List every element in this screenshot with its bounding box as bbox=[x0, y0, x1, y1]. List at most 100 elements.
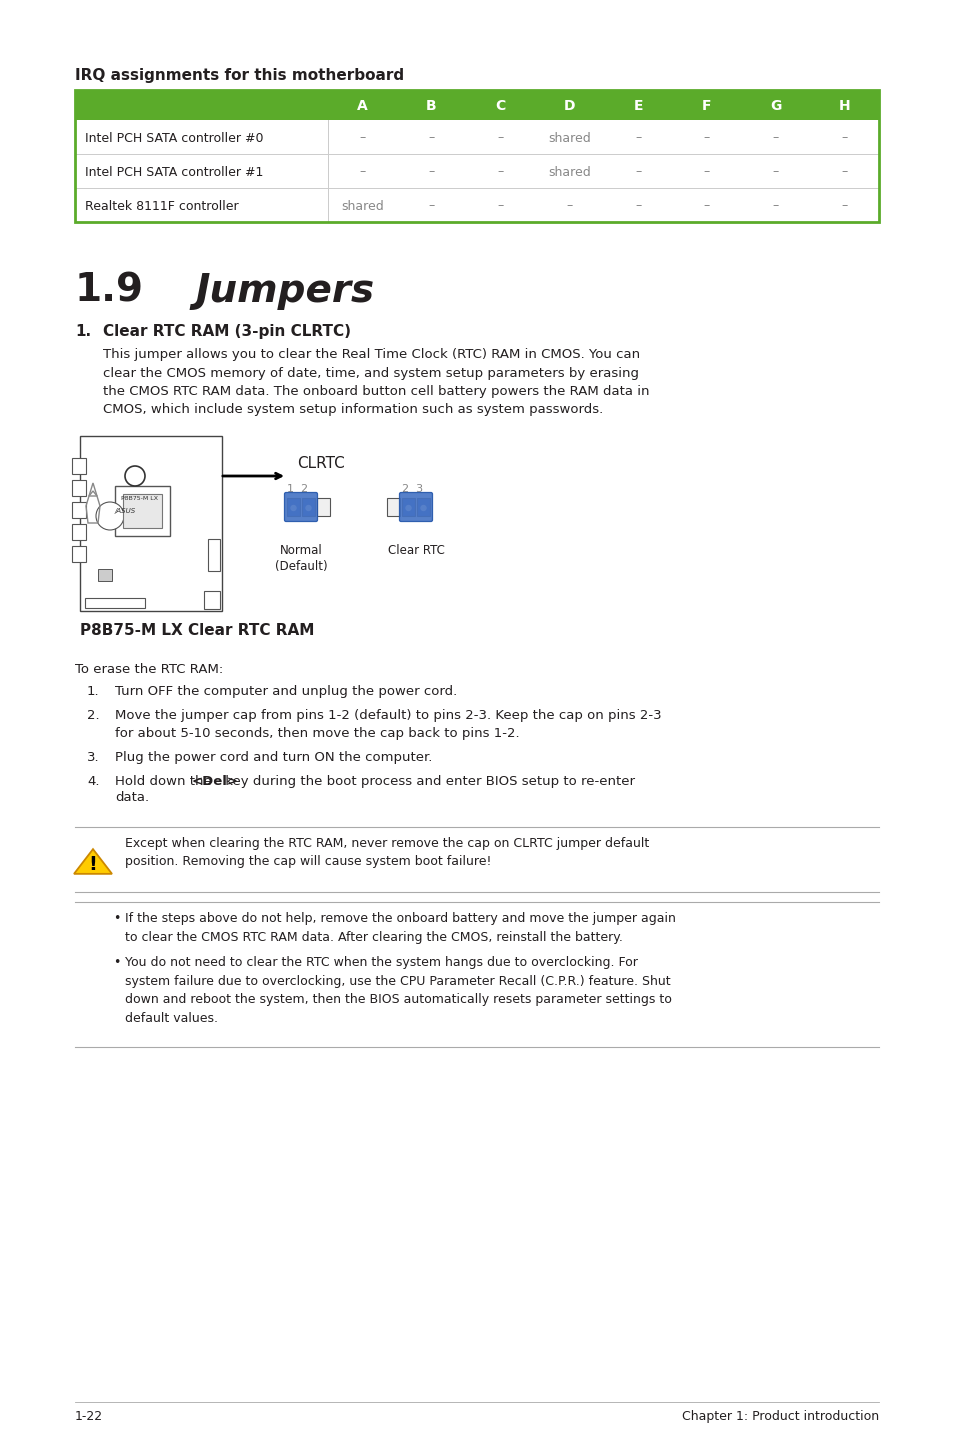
Text: –: – bbox=[497, 131, 503, 144]
Bar bbox=[98, 569, 112, 581]
Text: 2.: 2. bbox=[87, 709, 99, 722]
Text: <Del>: <Del> bbox=[192, 775, 238, 788]
Text: –: – bbox=[428, 131, 435, 144]
Text: –: – bbox=[841, 131, 847, 144]
FancyBboxPatch shape bbox=[399, 492, 432, 522]
Text: •: • bbox=[112, 912, 120, 925]
Text: To erase the RTC RAM:: To erase the RTC RAM: bbox=[75, 663, 223, 676]
Text: Clear RTC: Clear RTC bbox=[387, 544, 444, 557]
Bar bbox=[76, 119, 877, 154]
Text: P8B75-M LX Clear RTC RAM: P8B75-M LX Clear RTC RAM bbox=[80, 623, 314, 638]
Text: –: – bbox=[772, 200, 778, 213]
Bar bbox=[71, 523, 86, 541]
Text: This jumper allows you to clear the Real Time Clock (RTC) RAM in CMOS. You can
c: This jumper allows you to clear the Real… bbox=[103, 348, 649, 417]
Bar bbox=[208, 539, 220, 571]
Circle shape bbox=[306, 506, 311, 510]
Text: –: – bbox=[703, 200, 709, 213]
Bar bbox=[80, 436, 222, 611]
Text: E: E bbox=[633, 99, 642, 114]
Text: –: – bbox=[359, 165, 365, 178]
Bar bbox=[75, 91, 878, 119]
Circle shape bbox=[291, 506, 295, 510]
Bar bbox=[204, 591, 220, 610]
Text: Intel PCH SATA controller #1: Intel PCH SATA controller #1 bbox=[85, 165, 263, 178]
Text: D: D bbox=[563, 99, 575, 114]
Text: Intel PCH SATA controller #0: Intel PCH SATA controller #0 bbox=[85, 131, 263, 144]
Text: 1.: 1. bbox=[87, 684, 99, 697]
Text: A: A bbox=[357, 99, 368, 114]
Text: 1.9: 1.9 bbox=[75, 272, 144, 311]
Text: Jumpers: Jumpers bbox=[194, 272, 374, 311]
Bar bbox=[71, 502, 86, 518]
Bar bbox=[302, 498, 314, 516]
Text: !: ! bbox=[89, 854, 97, 874]
Bar bbox=[71, 546, 86, 562]
Circle shape bbox=[406, 506, 411, 510]
Text: Hold down the: Hold down the bbox=[115, 775, 215, 788]
Text: shared: shared bbox=[547, 165, 590, 178]
Text: 1  2: 1 2 bbox=[287, 485, 308, 495]
Text: •: • bbox=[112, 956, 120, 969]
Text: –: – bbox=[772, 131, 778, 144]
Text: Turn OFF the computer and unplug the power cord.: Turn OFF the computer and unplug the pow… bbox=[115, 684, 456, 697]
Text: –: – bbox=[635, 165, 640, 178]
Text: –: – bbox=[772, 165, 778, 178]
Bar bbox=[115, 486, 170, 536]
Bar bbox=[416, 498, 430, 516]
Text: 4.: 4. bbox=[87, 775, 99, 788]
Bar bbox=[123, 495, 162, 528]
Text: –: – bbox=[497, 165, 503, 178]
Text: 1-22: 1-22 bbox=[75, 1411, 103, 1424]
Text: 1.: 1. bbox=[75, 324, 91, 339]
Text: Plug the power cord and turn ON the computer.: Plug the power cord and turn ON the comp… bbox=[115, 751, 432, 764]
Bar bbox=[85, 598, 145, 608]
Text: data.: data. bbox=[115, 791, 149, 804]
Bar bbox=[387, 498, 399, 516]
Bar bbox=[75, 91, 878, 221]
Text: Except when clearing the RTC RAM, never remove the cap on CLRTC jumper default
p: Except when clearing the RTC RAM, never … bbox=[125, 837, 649, 869]
Bar bbox=[71, 457, 86, 475]
Text: –: – bbox=[428, 165, 435, 178]
Bar bbox=[76, 154, 877, 188]
Text: –: – bbox=[565, 200, 572, 213]
Text: –: – bbox=[497, 200, 503, 213]
Text: Chapter 1: Product introduction: Chapter 1: Product introduction bbox=[681, 1411, 878, 1424]
Text: You do not need to clear the RTC when the system hangs due to overclocking. For
: You do not need to clear the RTC when th… bbox=[125, 956, 671, 1024]
Text: Move the jumper cap from pins 1-2 (default) to pins 2-3. Keep the cap on pins 2-: Move the jumper cap from pins 1-2 (defau… bbox=[115, 709, 661, 741]
Text: –: – bbox=[841, 165, 847, 178]
Circle shape bbox=[96, 502, 124, 531]
Text: F: F bbox=[701, 99, 711, 114]
Text: 2  3: 2 3 bbox=[401, 485, 423, 495]
Text: G: G bbox=[769, 99, 781, 114]
Text: –: – bbox=[841, 200, 847, 213]
Bar bbox=[76, 188, 877, 221]
Text: –: – bbox=[703, 131, 709, 144]
Text: C: C bbox=[495, 99, 505, 114]
Bar bbox=[71, 480, 86, 496]
Bar bbox=[287, 498, 299, 516]
Text: P8B75-M LX: P8B75-M LX bbox=[121, 496, 158, 502]
Text: –: – bbox=[359, 131, 365, 144]
Text: IRQ assignments for this motherboard: IRQ assignments for this motherboard bbox=[75, 68, 404, 83]
Text: Normal
(Default): Normal (Default) bbox=[274, 544, 327, 572]
Text: –: – bbox=[635, 200, 640, 213]
Text: /ASUS: /ASUS bbox=[114, 508, 135, 513]
Text: B: B bbox=[426, 99, 436, 114]
Text: –: – bbox=[635, 131, 640, 144]
Text: Clear RTC RAM (3-pin CLRTC): Clear RTC RAM (3-pin CLRTC) bbox=[103, 324, 351, 339]
FancyBboxPatch shape bbox=[284, 492, 317, 522]
Bar bbox=[316, 498, 330, 516]
Polygon shape bbox=[74, 850, 112, 874]
Text: CLRTC: CLRTC bbox=[296, 456, 344, 472]
Text: 3.: 3. bbox=[87, 751, 99, 764]
Text: shared: shared bbox=[341, 200, 384, 213]
Text: –: – bbox=[703, 165, 709, 178]
Bar bbox=[401, 498, 415, 516]
Text: key during the boot process and enter BIOS setup to re-enter: key during the boot process and enter BI… bbox=[220, 775, 634, 788]
Text: H: H bbox=[838, 99, 849, 114]
Text: Realtek 8111F controller: Realtek 8111F controller bbox=[85, 200, 238, 213]
Text: –: – bbox=[428, 200, 435, 213]
Circle shape bbox=[420, 506, 426, 510]
Text: shared: shared bbox=[547, 131, 590, 144]
Text: If the steps above do not help, remove the onboard battery and move the jumper a: If the steps above do not help, remove t… bbox=[125, 912, 675, 943]
